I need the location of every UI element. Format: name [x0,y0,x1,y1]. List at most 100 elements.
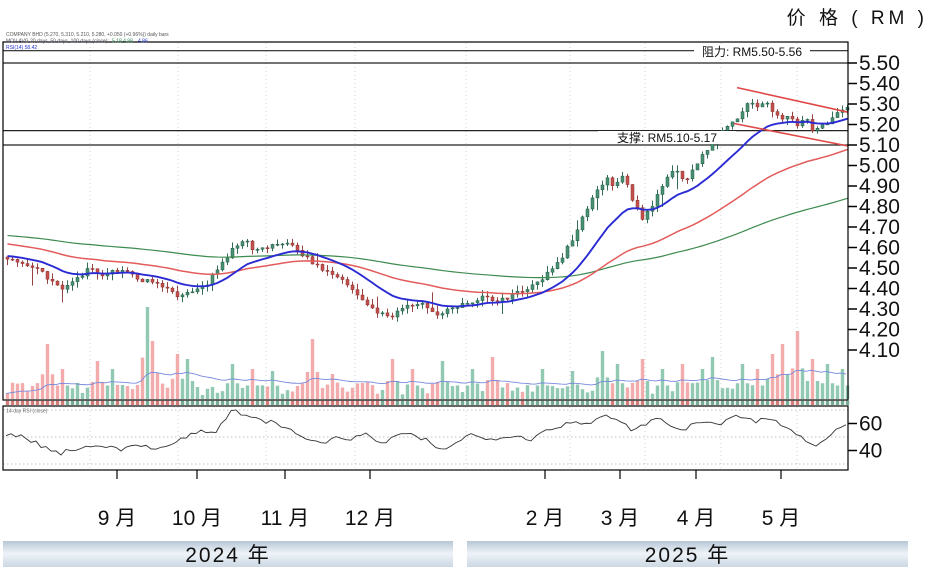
volume-bar [75,382,80,399]
trend-ribbon-cell [365,400,370,405]
volume-bar [385,381,390,399]
candle-body [55,280,60,286]
volume-bar [550,386,555,399]
trend-ribbon-cell [210,400,215,405]
trend-ribbon-cell [705,400,710,405]
candle-body [280,243,285,246]
candle-body [655,194,660,207]
candle-body [760,103,765,108]
trend-ribbon-cell [440,400,445,405]
trend-ribbon-cell [15,400,20,405]
volume-bar [775,374,780,399]
trend-ribbon-cell [790,400,795,405]
volume-bar [470,369,475,399]
volume-bar [635,381,640,399]
candle-body [170,287,175,292]
resistance-label-bg [694,45,810,58]
trend-ribbon-cell [230,400,235,405]
candle-body [685,178,690,181]
candle-body [340,276,345,280]
volume-bar [815,381,820,399]
trend-ribbon-cell [190,400,195,405]
trend-ribbon-cell [520,400,525,405]
candle-body [455,307,460,309]
candle-body [325,270,330,272]
trend-ribbon-cell [110,400,115,405]
candle-body [475,300,480,304]
candle-body [380,312,385,315]
trend-ribbon-cell [390,400,395,405]
volume-bar [700,369,705,399]
trend-ribbon-cell [695,400,700,405]
volume-bar [145,307,150,399]
month-axis-label: 4 月 [677,507,716,530]
trend-ribbon-cell [455,400,460,405]
candle-body [270,244,275,249]
volume-bar [425,393,430,399]
volume-bar [690,383,695,399]
trend-ribbon-cell [425,400,430,405]
volume-bar [660,369,665,399]
trend-ribbon-cell [120,400,125,405]
trend-ribbon-cell [300,400,305,405]
trend-ribbon-cell [565,400,570,405]
volume-bar [125,386,130,399]
trend-ribbon-cell [490,400,495,405]
volume-bar [525,385,530,399]
trend-ribbon-cell [315,400,320,405]
candle-body [545,271,550,280]
volume-bar [95,361,100,399]
candle-body [780,114,785,120]
candle-body [45,271,50,280]
trend-ribbon-cell [480,400,485,405]
volume-bar [200,394,205,399]
candle-body [300,250,305,257]
volume-bar [740,364,745,399]
year-label-2025: 2025 年 [644,544,731,567]
trend-ribbon-cell [700,400,705,405]
volume-bar [685,382,690,399]
volume-bar [840,369,845,399]
trend-ribbon-cell [670,400,675,405]
trend-ribbon-cell [45,400,50,405]
support-label-bg [598,131,736,144]
price-axis-tick-label: 4.70 [859,216,900,239]
candle-body [125,270,130,272]
trend-ribbon-cell [10,400,15,405]
volume-bar [360,383,365,399]
candle-body [820,123,825,129]
trend-ribbon-cell [5,400,10,405]
candle-body [60,284,65,290]
trend-ribbon-cell [825,400,830,405]
trend-ribbon-cell [445,400,450,405]
candle-body [525,289,530,292]
candle-body [260,247,265,250]
candle-body [730,121,735,127]
volume-bar [625,387,630,399]
candle-body [70,281,75,286]
volume-bar [790,368,795,399]
volume-bar [135,384,140,399]
candle-body [600,184,605,191]
trend-ribbon-cell [820,400,825,405]
volume-bar [205,388,210,399]
trend-ribbon-cell [135,400,140,405]
candle-body [485,295,490,298]
volume-bar [455,385,460,399]
trend-ribbon-cell [410,400,415,405]
volume-bar [330,374,335,399]
volume-bar [170,378,175,399]
trend-ribbon-cell [485,400,490,405]
candle-body [580,216,585,231]
volume-bar [570,371,575,399]
candle-body [690,169,695,180]
trend-ribbon-cell [570,400,575,405]
trend-ribbon-cell [215,400,220,405]
trend-ribbon-cell [165,400,170,405]
trend-ribbon-cell [720,400,725,405]
candle-body [555,262,560,269]
trend-ribbon-cell [395,400,400,405]
volume-bar [400,394,405,399]
year-label-2024: 2024 年 [185,544,271,567]
volume-bar [370,385,375,399]
